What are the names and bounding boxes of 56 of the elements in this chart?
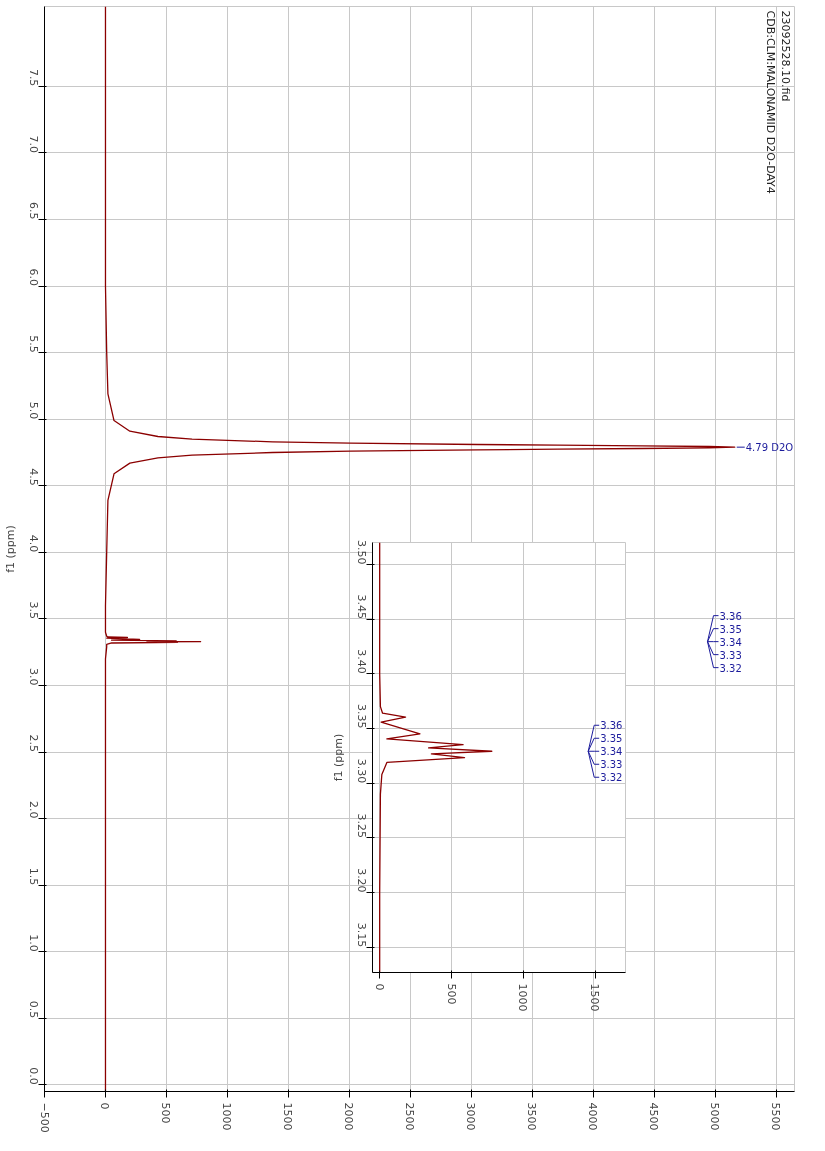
y-tick-label: 4.5 — [26, 468, 40, 486]
annotation: 3.34 — [600, 746, 623, 758]
y-tick-label: 3.25 — [354, 813, 368, 838]
x-tick-label: 4500 — [647, 1102, 661, 1131]
y-axis-title: f1 (ppm) — [331, 733, 345, 782]
x-tick-label: 3000 — [464, 1102, 478, 1131]
y-tick-label: 5.5 — [26, 335, 40, 353]
y-tick-label: 3.45 — [354, 594, 368, 620]
annotation: 3.33 — [719, 649, 742, 661]
annotation: 3.36 — [719, 610, 742, 622]
y-tick-label: 2.0 — [26, 801, 40, 819]
y-tick-label: 3.30 — [354, 758, 368, 784]
annotation: 3.35 — [719, 623, 742, 635]
x-tick-label: 2000 — [342, 1102, 356, 1131]
y-tick-label: 2.5 — [26, 734, 40, 753]
annotation: 4.79 D2O — [745, 441, 794, 453]
x-tick-label: 0 — [372, 983, 386, 991]
x-tick-label: 500 — [159, 1102, 173, 1124]
annotation: 3.33 — [600, 759, 623, 771]
y-tick-label: 6.5 — [26, 202, 40, 220]
y-tick-label: 4.0 — [26, 534, 40, 553]
x-tick-label: 1000 — [220, 1102, 234, 1131]
annotation: 3.36 — [600, 720, 623, 732]
x-tick-label: 1500 — [281, 1102, 295, 1131]
x-tick-label: 1000 — [516, 983, 530, 1012]
x-tick-label: 2500 — [403, 1102, 417, 1131]
x-tick-label: 3500 — [525, 1102, 539, 1131]
text: 23092528.10.fid — [778, 10, 792, 102]
x-tick-label: −500 — [37, 1102, 51, 1133]
annotation: 3.32 — [600, 772, 623, 784]
y-axis-title: f1 (ppm) — [3, 525, 17, 573]
x-tick-label: 0 — [98, 1102, 112, 1110]
y-tick-label: 7.0 — [26, 135, 40, 153]
y-tick-label: 3.35 — [354, 704, 368, 729]
y-tick-label: 3.0 — [26, 667, 40, 686]
x-tick-label: 5500 — [769, 1102, 783, 1131]
y-tick-label: 3.20 — [354, 868, 368, 893]
y-tick-label: 1.5 — [26, 867, 40, 886]
x-tick-label: 500 — [444, 983, 458, 1005]
y-tick-label: 0.0 — [26, 1067, 40, 1085]
x-tick-label: 5000 — [708, 1102, 722, 1131]
annotation: 3.34 — [719, 636, 742, 648]
y-tick-label: 3.15 — [354, 922, 368, 948]
y-tick-label: 3.40 — [354, 649, 368, 674]
y-tick-label: 1.0 — [26, 934, 40, 952]
y-tick-label: 3.5 — [26, 601, 40, 619]
y-tick-label: 0.5 — [26, 1000, 40, 1019]
y-tick-label: 3.50 — [354, 539, 368, 565]
y-tick-label: 6.0 — [26, 268, 40, 287]
text: CDB:CLM:MALONAMID D2O-DAY4 — [763, 10, 777, 194]
annotation: 3.32 — [719, 662, 742, 674]
y-tick-label: 7.5 — [26, 68, 40, 87]
annotation: 3.35 — [600, 733, 623, 745]
x-tick-label: 4000 — [586, 1102, 600, 1131]
x-tick-label: 1500 — [588, 983, 602, 1012]
y-tick-label: 5.0 — [26, 401, 40, 420]
